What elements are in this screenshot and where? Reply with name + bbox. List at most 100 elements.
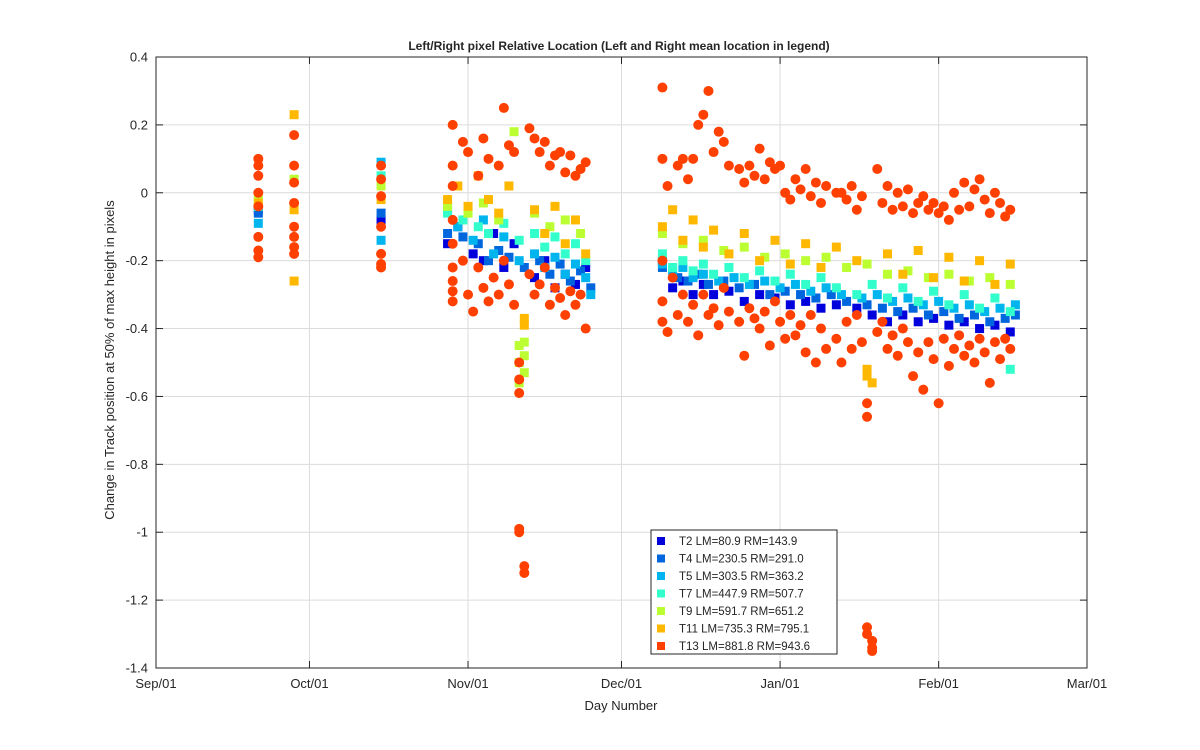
data-point bbox=[560, 167, 571, 178]
data-point bbox=[852, 256, 862, 266]
data-point bbox=[842, 262, 852, 272]
data-point bbox=[949, 303, 959, 313]
data-point bbox=[657, 82, 668, 93]
data-point bbox=[586, 283, 596, 293]
x-tick-label: Feb/01 bbox=[918, 676, 958, 691]
data-point bbox=[897, 323, 908, 334]
data-point bbox=[688, 290, 698, 300]
data-point bbox=[509, 239, 519, 249]
data-point bbox=[253, 218, 263, 228]
series-7 bbox=[253, 82, 1016, 657]
data-point bbox=[902, 184, 913, 195]
data-point bbox=[289, 231, 300, 242]
x-tick-label: Oct/01 bbox=[290, 676, 328, 691]
data-point bbox=[816, 197, 826, 208]
data-point bbox=[678, 262, 688, 272]
data-point bbox=[780, 249, 790, 259]
data-point bbox=[862, 259, 872, 269]
data-point bbox=[473, 239, 483, 249]
data-point bbox=[795, 184, 806, 195]
data-point bbox=[1005, 259, 1015, 269]
data-point bbox=[739, 229, 749, 239]
data-point bbox=[826, 290, 836, 300]
data-point bbox=[800, 347, 811, 358]
data-point bbox=[944, 300, 954, 310]
data-point bbox=[923, 310, 933, 320]
legend-entry-label: T9 LM=591.7 RM=651.2 bbox=[679, 606, 804, 618]
data-point bbox=[688, 215, 698, 225]
data-point bbox=[872, 164, 883, 175]
data-point bbox=[801, 239, 811, 249]
data-point bbox=[514, 357, 525, 368]
x-tick-label: Mar/01 bbox=[1067, 676, 1107, 691]
data-point bbox=[493, 160, 504, 171]
data-point bbox=[734, 316, 745, 327]
data-point bbox=[530, 249, 540, 259]
data-point bbox=[923, 273, 933, 283]
data-point bbox=[688, 299, 699, 310]
data-point bbox=[719, 276, 729, 286]
data-point bbox=[447, 296, 458, 307]
data-point bbox=[509, 299, 520, 310]
data-point bbox=[805, 191, 816, 202]
data-point bbox=[984, 377, 995, 388]
data-point bbox=[749, 313, 760, 324]
data-point bbox=[856, 191, 867, 202]
data-point bbox=[862, 371, 872, 381]
data-point bbox=[376, 174, 387, 185]
data-point bbox=[877, 197, 888, 208]
data-point bbox=[570, 299, 581, 310]
series-2 bbox=[253, 208, 1020, 327]
data-point bbox=[698, 269, 708, 279]
data-point bbox=[944, 252, 954, 262]
data-point bbox=[560, 269, 570, 279]
legend-marker bbox=[657, 589, 665, 598]
legend-entry-label: T4 LM=230.5 RM=291.0 bbox=[679, 554, 804, 566]
data-point bbox=[974, 333, 985, 344]
data-point bbox=[975, 324, 985, 334]
data-point bbox=[821, 343, 832, 354]
data-point bbox=[990, 293, 1000, 303]
data-point bbox=[811, 293, 821, 303]
data-point bbox=[892, 187, 903, 198]
data-point bbox=[488, 272, 499, 283]
data-point bbox=[724, 249, 734, 259]
data-point bbox=[892, 350, 903, 361]
data-point bbox=[755, 266, 765, 276]
data-point bbox=[514, 256, 524, 266]
data-point bbox=[754, 143, 765, 154]
data-point bbox=[821, 180, 832, 191]
data-point bbox=[1005, 204, 1016, 215]
data-point bbox=[550, 282, 560, 293]
data-point bbox=[253, 208, 263, 218]
data-point bbox=[489, 249, 499, 259]
data-point bbox=[376, 248, 387, 259]
data-point bbox=[862, 364, 872, 374]
data-point bbox=[586, 290, 596, 300]
data-point bbox=[289, 205, 299, 215]
data-point bbox=[376, 208, 386, 218]
data-point bbox=[719, 245, 729, 255]
data-point bbox=[918, 384, 929, 395]
data-point bbox=[565, 276, 575, 286]
data-point bbox=[887, 204, 898, 215]
data-point bbox=[796, 290, 806, 300]
data-point bbox=[846, 343, 857, 354]
data-point bbox=[657, 229, 667, 239]
data-point bbox=[713, 126, 724, 137]
data-point bbox=[519, 320, 529, 330]
y-tick-label: 0.2 bbox=[130, 117, 148, 132]
data-point bbox=[698, 235, 708, 245]
data-point bbox=[519, 337, 529, 347]
data-point bbox=[443, 201, 453, 211]
data-point bbox=[739, 296, 749, 306]
data-point bbox=[877, 316, 888, 327]
data-point bbox=[493, 289, 504, 300]
data-point bbox=[545, 222, 555, 232]
data-point bbox=[903, 293, 913, 303]
data-point bbox=[253, 187, 264, 198]
data-point bbox=[790, 279, 800, 289]
data-point bbox=[703, 85, 714, 96]
